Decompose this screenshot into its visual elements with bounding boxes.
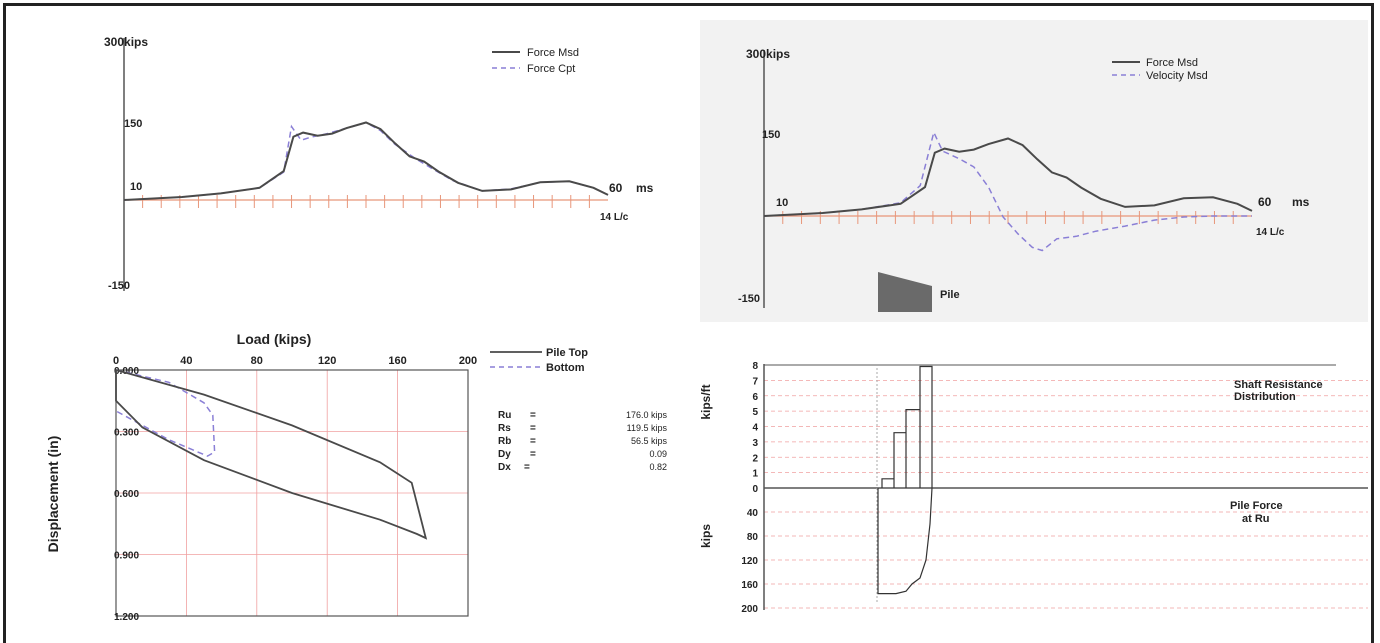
upper-unit-label: kips/ft [700,384,713,419]
pile-force-line [877,487,933,595]
result-value: 0.09 [649,449,667,459]
load-displacement-panel: Load (kips) Displacement (in) 0 40 80 120 16… [12,320,698,639]
y-tick-label: 7 [752,376,758,387]
x-tick-label: 120 [318,355,336,367]
y-tick-label: 150 [124,118,142,130]
y-tick-label: -150 [108,280,130,292]
y-tick-label: 0.000 [114,366,139,377]
legend-velocity-msd: Velocity Msd [1146,70,1208,82]
result-value: 0.82 [649,462,667,472]
legend-force-msd: Force Msd [527,47,579,59]
result-eq: = [530,449,536,460]
y-tick-label: 0.900 [114,551,139,562]
y-tick-label: 2 [752,453,758,464]
resistance-distribution-chart: kips/ft kips 8 7 6 5 4 3 2 1 0 40 80 120 160 200 Shaf… [700,361,1368,615]
x-axis-title: Load (kips) [237,331,312,347]
pile-shape-icon [878,272,932,312]
y-tick-label: 120 [741,556,758,567]
y-tick-label: 8 [752,361,758,372]
legend-bottom: Bottom [546,362,585,374]
force-chart: 300kips 150 -150 10 60 ms 14 L/c Force M… [104,35,654,292]
y-axis-label: 300kips [104,35,148,49]
lower-title: Pile Force [1230,500,1283,512]
y-axis-label: 300kips [746,47,790,61]
y-tick-label: 1 [752,469,758,480]
y-tick-label: 160 [741,580,758,591]
y-tick-label: 150 [762,129,780,141]
force-cpt-line [123,121,609,201]
x-tick-label: 80 [251,355,263,367]
force-msd-line [123,121,609,201]
upper-title: Shaft Resistance [1234,379,1323,391]
load-displacement-chart: Load (kips) Displacement (in) 0 40 80 120 16… [45,331,668,623]
result-label: Rb [498,436,511,447]
x-tick-label: 0 [113,355,119,367]
y-tick-label: 40 [747,508,759,519]
x-end-label: 60 [1258,195,1272,209]
upper-title: Distribution [1234,391,1296,403]
result-label: Rs [498,423,511,434]
y-tick-label: 5 [752,407,758,418]
y-tick-label: 0.300 [114,428,139,439]
y-tick-label: 0 [752,484,758,495]
x-tick-label: 160 [388,355,406,367]
y-tick-label: 4 [752,423,758,434]
result-label: Dy [498,449,511,460]
y-tick-label: 80 [747,532,759,543]
velocity-chart-panel: 300kips 150 -150 10 60 ms 14 L/c Force M… [700,20,1368,322]
y-tick-label: -150 [738,293,760,305]
result-eq: = [530,436,536,447]
y-tick-label: 3 [752,438,758,449]
result-label: Dx [498,462,511,473]
legend-force-msd: Force Msd [1146,57,1198,69]
result-label: Ru [498,410,511,421]
legend-force-cpt: Force Cpt [527,63,575,75]
legend-pile-top: Pile Top [546,347,588,359]
x-tick-label: 40 [180,355,192,367]
lower-title: at Ru [1242,513,1270,525]
x-unit-label: ms [1292,195,1310,209]
x-unit-label: ms [636,181,654,195]
result-eq: = [530,423,536,434]
results-table: Ru = 176.0 kips Rs = 119.5 kips Rb = 56.… [498,410,668,473]
pile-label: Pile [940,289,960,301]
y-tick-label: 0.600 [114,489,139,500]
y-axis-title: Displacement (in) [45,436,61,553]
force-chart-panel: 300kips 150 -150 10 60 ms 14 L/c Force M… [12,8,680,326]
y-tick-label: 200 [741,604,758,615]
y-tick-label: 1.200 [114,612,139,623]
shaft-resistance-bars [881,365,933,488]
result-eq: = [530,410,536,421]
y-tick-label: 6 [752,392,758,403]
result-eq: = [524,462,530,473]
result-value: 119.5 kips [627,423,668,433]
lc-label: 14 L/c [600,212,629,223]
x-start-label: 10 [776,197,788,209]
result-value: 56.5 kips [631,436,668,446]
velocity-msd-line [763,130,1252,252]
velocity-chart: 300kips 150 -150 10 60 ms 14 L/c Force M… [738,47,1310,312]
figure-frame [3,3,1374,643]
force-msd-line [763,137,1253,217]
resistance-distribution-panel: kips/ft kips 8 7 6 5 4 3 2 1 0 40 80 120 160 200 Shaf… [700,352,1368,639]
plot-area [115,369,469,617]
result-value: 176.0 kips [626,410,668,420]
x-tick-label: 200 [459,355,477,367]
lc-label: 14 L/c [1256,227,1285,238]
pile-top-line [115,369,428,540]
x-end-label: 60 [609,181,623,195]
x-start-label: 10 [130,181,142,193]
lower-unit-label: kips [700,524,713,548]
